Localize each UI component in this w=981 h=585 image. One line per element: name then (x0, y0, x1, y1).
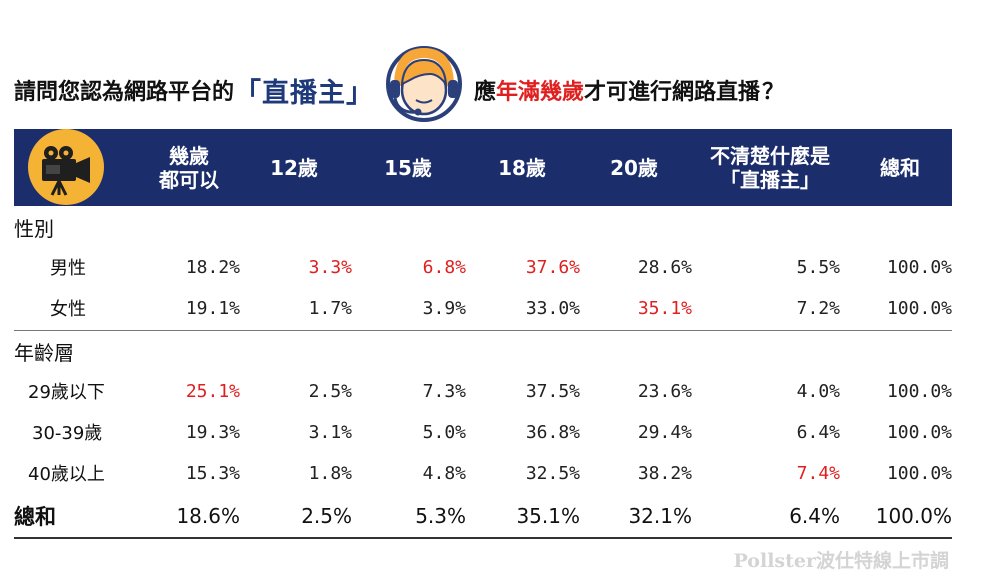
footer-watermark: Pollster波仕特線上市調 (733, 550, 949, 572)
cell-total: 100.0% (886, 256, 952, 278)
streamer-avatar-icon (380, 40, 468, 124)
cell-20: 35.1% (637, 297, 692, 319)
cell-15: 7.3% (422, 380, 466, 402)
cell-12: 3.1% (308, 421, 352, 443)
cell-20: 23.6% (637, 380, 692, 402)
cell-any-age: 19.1% (185, 297, 240, 319)
title-question-mark: ？ (762, 80, 785, 105)
cell-15: 6.8% (422, 256, 466, 278)
cell-any-age: 25.1% (185, 380, 240, 402)
row-label: 29歲以下 (28, 382, 105, 403)
cell-18: 35.1% (516, 504, 580, 528)
cell-15: 4.8% (422, 462, 466, 484)
cell-12: 2.5% (301, 504, 352, 528)
header-any-age: 幾歲 都可以 (159, 143, 219, 192)
title-part3: 才可進行網路直播 (584, 80, 761, 105)
cell-any-age: 19.3% (185, 421, 240, 443)
table-row-male: 男性 18.2% 3.3% 6.8% 37.6% 28.6% 5.5% 100.… (14, 248, 952, 286)
row-label: 女性 (50, 299, 86, 320)
cell-unknown: 5.5% (796, 256, 840, 278)
cell-unknown: 4.0% (796, 380, 840, 402)
header-15: 15歲 (384, 155, 432, 180)
row-label: 男性 (50, 258, 86, 279)
cell-12: 3.3% (308, 256, 352, 278)
cell-12: 1.7% (308, 297, 352, 319)
cell-18: 32.5% (525, 462, 580, 484)
cell-15: 5.0% (422, 421, 466, 443)
group-label-gender: 性別 (14, 216, 54, 241)
cell-total: 100.0% (886, 297, 952, 319)
header-18: 18歲 (498, 155, 546, 180)
row-label: 40歲以上 (28, 464, 105, 485)
video-camera-icon (24, 125, 108, 209)
cell-total: 100.0% (886, 421, 952, 443)
cell-total: 100.0% (886, 462, 952, 484)
row-label: 總和 (14, 505, 56, 529)
cell-total: 100.0% (875, 504, 952, 528)
page-title: 請問您認為網路平台的 「直播主」 應 年滿幾歲 才可進行網路直播 ？ (14, 46, 785, 122)
table-row-age-30-39: 30-39歲 19.3% 3.1% 5.0% 36.8% 29.4% 6.4% … (14, 413, 952, 451)
group-row-age: 年齡層 (14, 332, 952, 370)
title-part2: 應 (474, 80, 497, 105)
cell-18: 33.0% (525, 297, 580, 319)
table-row-total: 總和 18.6% 2.5% 5.3% 35.1% 32.1% 6.4% 100.… (14, 497, 952, 535)
cell-unknown: 7.2% (796, 297, 840, 319)
header-unknown: 不清楚什麼是 「直播主」 (710, 143, 830, 192)
cell-12: 1.8% (308, 462, 352, 484)
cell-unknown: 7.4% (796, 462, 840, 484)
cell-unknown: 6.4% (796, 421, 840, 443)
table-row-female: 女性 19.1% 1.7% 3.9% 33.0% 35.1% 7.2% 100.… (14, 289, 952, 327)
cell-total: 100.0% (886, 380, 952, 402)
table-bottom-border (14, 537, 952, 539)
cell-20: 29.4% (637, 421, 692, 443)
row-label: 30-39歲 (32, 423, 103, 444)
cell-20: 32.1% (628, 504, 692, 528)
cell-18: 36.8% (525, 421, 580, 443)
title-highlight: 「直播主」 (234, 77, 375, 109)
cell-15: 3.9% (422, 297, 466, 319)
cell-any-age: 15.3% (185, 462, 240, 484)
cell-unknown: 6.4% (789, 504, 840, 528)
cell-any-age: 18.2% (185, 256, 240, 278)
cell-18: 37.5% (525, 380, 580, 402)
header-20: 20歲 (610, 155, 658, 180)
group-label-age: 年齡層 (14, 340, 74, 365)
divider (14, 330, 952, 331)
cell-12: 2.5% (308, 380, 352, 402)
title-part1: 請問您認為網路平台的 (14, 80, 235, 105)
cell-18: 37.6% (525, 256, 580, 278)
group-row-gender: 性別 (14, 208, 952, 246)
cell-any-age: 18.6% (176, 504, 240, 528)
table-row-age-40-plus: 40歲以上 15.3% 1.8% 4.8% 32.5% 38.2% 7.4% 1… (14, 454, 952, 492)
cell-20: 28.6% (637, 256, 692, 278)
table-header: 幾歲 都可以 12歲 15歲 18歲 20歲 不清楚什麼是 「直播主」 總和 (14, 129, 952, 206)
table-row-age-under-29: 29歲以下 25.1% 2.5% 7.3% 37.5% 23.6% 4.0% 1… (14, 372, 952, 410)
title-red: 年滿幾歲 (496, 80, 585, 105)
cell-15: 5.3% (415, 504, 466, 528)
header-12: 12歲 (270, 155, 318, 180)
header-total: 總和 (880, 155, 920, 180)
cell-20: 38.2% (637, 462, 692, 484)
